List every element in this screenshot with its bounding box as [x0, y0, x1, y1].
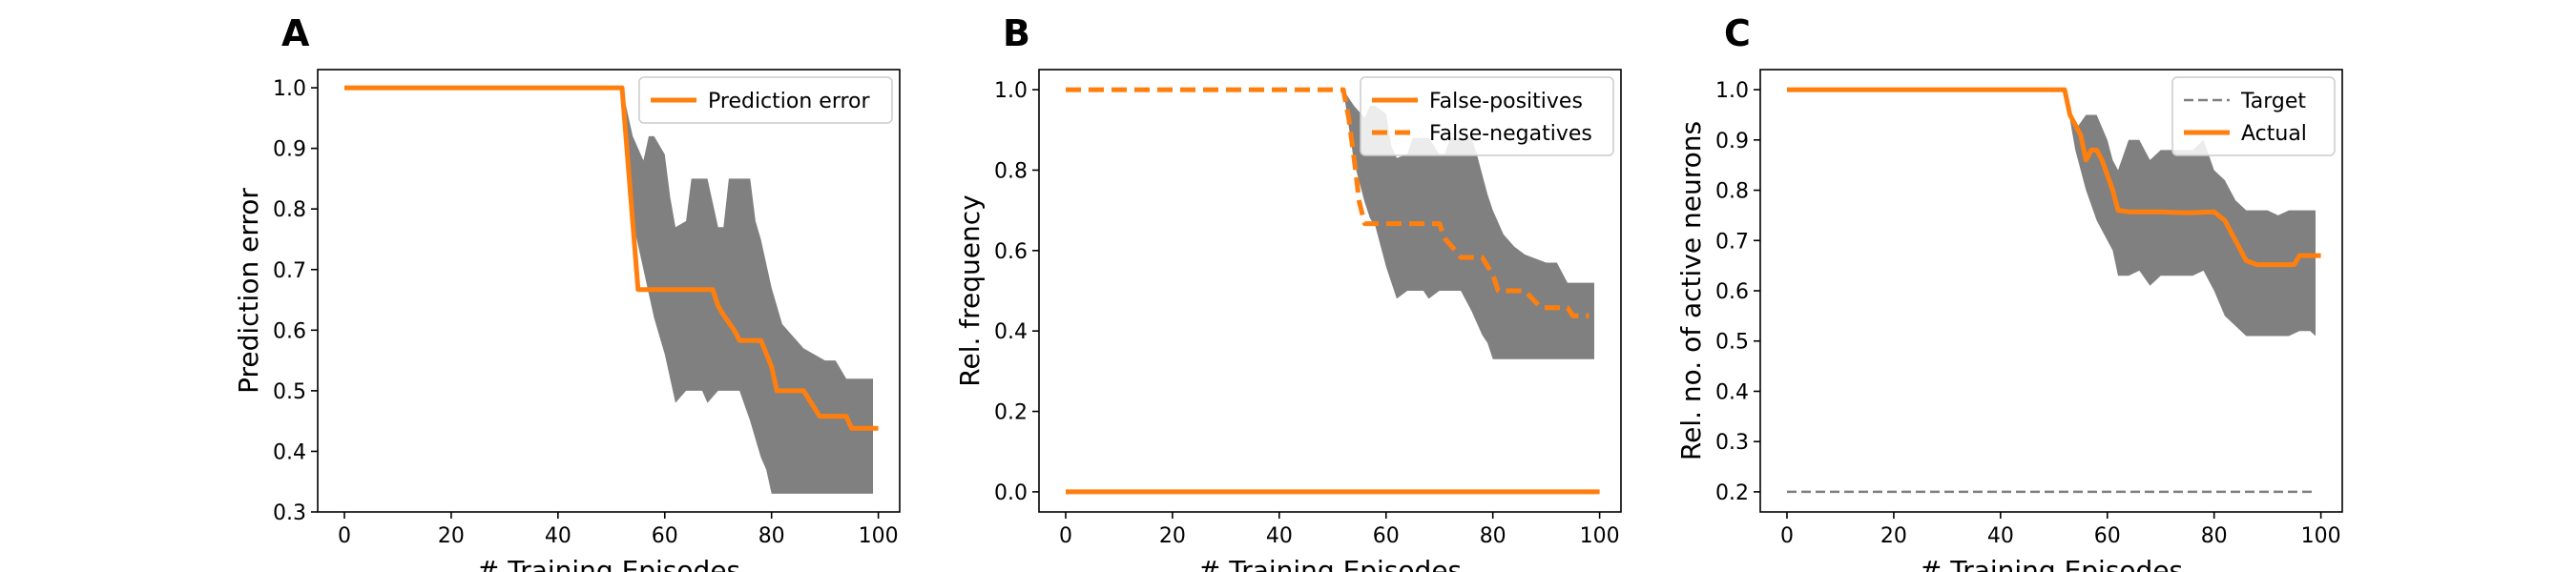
- y-tick-label: 0.6: [994, 240, 1028, 264]
- y-axis-label: Rel. frequency: [954, 194, 986, 386]
- legend: Target Actual: [2171, 76, 2336, 156]
- y-tick-label: 0.4: [273, 440, 306, 464]
- plot-frame: [317, 69, 901, 513]
- x-tick-label: 80: [1480, 524, 1506, 548]
- x-axis-label: # Training Episodes: [477, 555, 740, 572]
- y-tick-label: 0.4: [994, 320, 1028, 344]
- y-tick-label: 0.2: [994, 401, 1028, 425]
- y-tick-label: 1.0: [994, 79, 1028, 103]
- x-tick-label: 40: [1987, 524, 2014, 548]
- x-tick-label: 80: [2201, 524, 2228, 548]
- legend-label: Prediction error: [708, 90, 870, 113]
- legend-box: [2171, 76, 2336, 156]
- legend-label: Actual: [2241, 122, 2307, 146]
- x-tick-label: 100: [859, 524, 899, 548]
- y-tick-label: 1.0: [1715, 79, 1749, 103]
- x-tick-label: 0: [1780, 524, 1794, 548]
- plot-data: [1066, 87, 1600, 495]
- y-tick-label: 0.9: [273, 138, 306, 162]
- panel-letter: C: [1724, 12, 1751, 54]
- y-tick-label: 0.8: [273, 198, 306, 222]
- variance-band: [344, 88, 873, 494]
- y-tick-label: 0.4: [1715, 380, 1749, 404]
- legend: False-positives False-negatives: [1360, 76, 1614, 156]
- y-tick-label: 0.5: [273, 380, 306, 404]
- x-axis-label: # Training Episodes: [1198, 555, 1462, 572]
- x-tick-label: 60: [2094, 524, 2121, 548]
- false-negatives-line: [1066, 87, 1589, 318]
- plot-data: [344, 85, 879, 494]
- y-tick-label: 0.7: [1715, 230, 1749, 254]
- x-tick-label: 100: [2301, 524, 2341, 548]
- x-tick-label: 40: [545, 524, 571, 548]
- panel-b: B 0 20 40 60 80 100 0.0 0.2 0.4 0.6 0.8 1.0 # Trainin…: [954, 12, 1622, 572]
- actual-line: [1787, 87, 2321, 268]
- x-tick-label: 100: [1580, 524, 1620, 548]
- panel-letter: B: [1003, 12, 1030, 54]
- plot-frame: [1038, 69, 1622, 513]
- variance-band: [1066, 90, 1594, 359]
- x-tick-label: 20: [1880, 524, 1907, 548]
- y-tick-label: 0.8: [994, 159, 1028, 183]
- y-tick-label: 1.0: [273, 77, 306, 101]
- legend-label: False-negatives: [1429, 122, 1592, 146]
- y-axis-label: Rel. no. of active neurons: [1675, 121, 1707, 460]
- legend-box: [1360, 76, 1614, 156]
- legend-box: [638, 76, 893, 124]
- y-tick-label: 0.0: [994, 481, 1028, 505]
- x-tick-label: 0: [1059, 524, 1072, 548]
- legend: Prediction error: [638, 76, 893, 124]
- x-tick-label: 60: [652, 524, 678, 548]
- y-tick-label: 0.7: [273, 259, 306, 283]
- x-tick-label: 40: [1266, 524, 1293, 548]
- panel-a: A 0 20 40 60 80 100 0.3 0.4 0.5 0.6 0.7 0.8 0.9 1.0 # T…: [233, 12, 901, 572]
- y-tick-label: 0.3: [273, 501, 306, 525]
- x-tick-label: 80: [758, 524, 785, 548]
- y-tick-label: 0.3: [1715, 431, 1749, 455]
- legend-label: False-positives: [1429, 90, 1583, 113]
- x-tick-label: 20: [438, 524, 465, 548]
- y-tick-label: 0.9: [1715, 130, 1749, 153]
- y-axis-label: Prediction error: [233, 188, 264, 394]
- prediction-error-line: [344, 85, 879, 431]
- x-tick-label: 20: [1159, 524, 1186, 548]
- y-tick-label: 0.5: [1715, 331, 1749, 355]
- y-tick-label: 0.2: [1715, 481, 1749, 505]
- panel-c: C 0 20 40 60 80 100 0.2 0.3 0.4 0.5 0.6 0.7 0.8 0.9 1.0…: [1675, 12, 2343, 572]
- x-axis-label: # Training Episodes: [1920, 555, 2183, 572]
- y-tick-label: 0.8: [1715, 180, 1749, 204]
- x-tick-label: 0: [338, 524, 351, 548]
- panel-letter: A: [281, 12, 310, 54]
- y-tick-label: 0.6: [273, 319, 306, 343]
- legend-label: Target: [2240, 90, 2306, 113]
- y-tick-label: 0.6: [1715, 280, 1749, 304]
- x-tick-label: 60: [1373, 524, 1400, 548]
